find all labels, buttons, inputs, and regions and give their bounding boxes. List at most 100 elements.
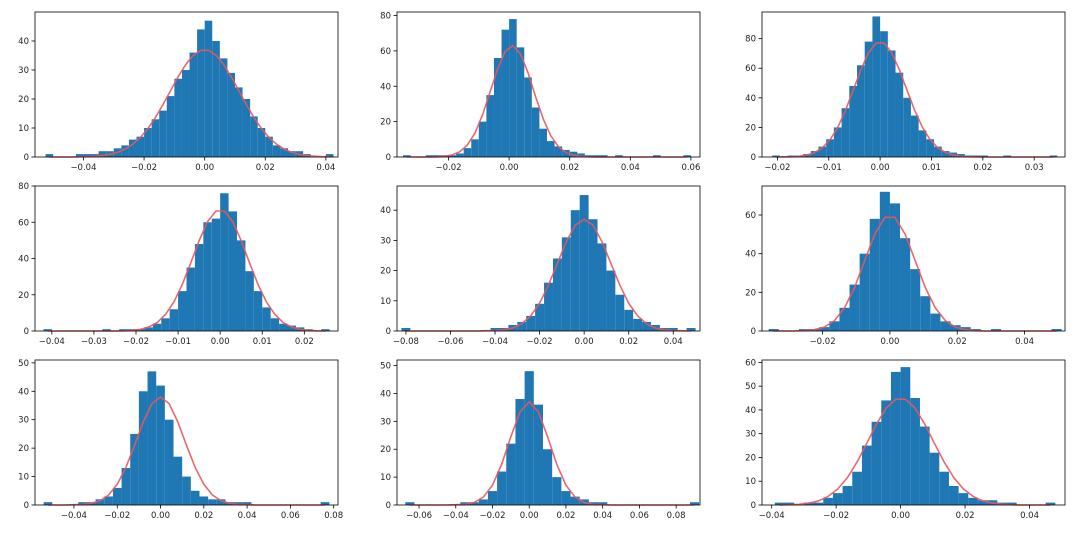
bar [234,87,243,157]
y-tick-label: 0 [24,153,29,163]
bar [879,191,890,331]
y-tick-label: 60 [745,358,756,368]
y-tick-label: 60 [380,47,391,57]
bar [493,57,502,157]
x-tick-label: 0.02 [948,337,967,347]
y-tick-label: 50 [18,359,29,369]
bar [686,327,696,331]
x-tick-label: −0.02 [823,511,849,521]
bar [570,210,580,331]
bar [203,222,212,331]
bar [683,155,691,157]
y-tick-label: 40 [18,387,29,397]
bar [173,456,183,505]
bar [1051,329,1062,331]
x-tick-label: 0.04 [316,163,335,173]
bar [839,307,850,331]
axes-frame [396,185,701,332]
bar [204,20,213,158]
y-tick-label: 20 [380,445,391,455]
x-tick-label: 0.02 [295,337,314,347]
bar [121,145,129,157]
bar [265,136,273,157]
y-tick-label: 30 [18,416,29,426]
bar [903,97,911,157]
bar [279,323,288,331]
bar [569,151,578,157]
x-tick-label: −0.04 [70,163,96,173]
bar [121,468,131,505]
y-tick-label: 20 [18,291,29,301]
y-tick-label: 30 [380,236,391,246]
bar [561,491,571,505]
x-tick-label: −0.04 [61,511,87,521]
bar [592,155,601,157]
y-tick-label: 0 [751,501,756,511]
bar [600,155,608,157]
bar [104,496,113,505]
bar [930,313,941,331]
y-tick-label: 0 [24,501,29,511]
bar [102,329,111,331]
bar [463,148,472,157]
bar [288,151,296,157]
bar [112,487,122,505]
bar [919,426,930,505]
bar [880,31,888,157]
x-tick-label: 0.04 [1015,337,1034,347]
x-tick-label: 0.00 [880,337,899,347]
bar [75,154,84,157]
x-tick-label: −0.02 [104,511,130,521]
bar [216,499,226,505]
subplot: −0.04 −0.02 0.00 0.02 0.04 0 10 20 30 40 [18,11,339,173]
bar [272,145,281,157]
x-tick-label: −0.02 [479,511,505,521]
x-tick-label: −0.04 [482,337,508,347]
bar [128,139,137,157]
bar [633,318,643,331]
y-tick-label: 10 [380,473,391,483]
x-tick-label: 0.00 [871,163,890,173]
y-tick-label: 40 [745,406,756,416]
y-tick-label: 60 [745,211,756,221]
bar [624,309,634,331]
bar [810,151,819,157]
x-tick-label: −0.03 [81,337,107,347]
x-tick-label: 0.00 [211,337,230,347]
bar [186,267,195,331]
bar [842,485,853,505]
y-tick-label: 20 [745,453,756,463]
y-tick-label: 40 [18,255,29,265]
subplot: −0.04 −0.03 −0.02 −0.01 0.00 0.01 0.02 0 20 40 60 8… [18,182,339,347]
y-tick-label: 80 [745,35,756,45]
bar [43,329,52,331]
bar [189,52,198,157]
bar [859,253,870,331]
y-tick-label: 20 [380,118,391,128]
y-tick-label: 0 [24,327,29,337]
bar [403,155,411,157]
bar [535,303,545,331]
axes-frame [396,11,701,158]
bar [829,321,840,331]
bar [486,95,494,157]
bar [159,110,167,157]
bar [425,155,434,157]
bar [869,218,880,331]
x-tick-label: 0.00 [891,511,910,521]
y-tick-label: 40 [745,250,756,260]
bar [130,433,139,505]
bar [270,318,280,331]
x-tick-label: −0.06 [437,337,463,347]
bar [1006,502,1017,505]
bar [174,78,182,157]
bar [478,499,488,505]
axes-frame [761,185,1066,332]
bar [552,258,562,331]
bar [194,244,204,331]
bar [325,154,334,157]
density-curve [779,398,1051,506]
bar [78,502,87,505]
y-tick-label: 20 [18,444,29,454]
